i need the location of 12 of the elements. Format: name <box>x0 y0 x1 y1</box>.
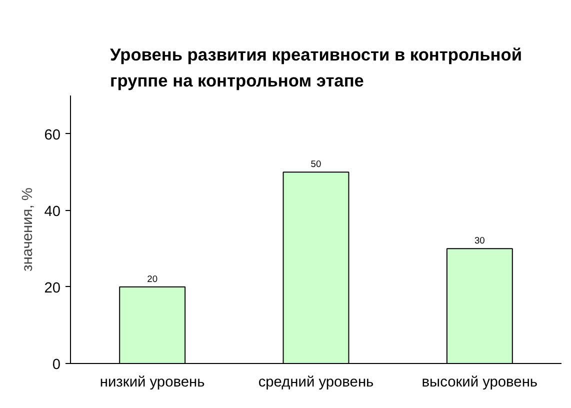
data-label: 20 <box>147 274 158 284</box>
y-tick-label: 60 <box>44 127 61 144</box>
data-label: 50 <box>310 159 322 170</box>
y-tick-label: 20 <box>44 280 61 296</box>
y-tick-label: 0 <box>52 357 61 373</box>
x-tick-label: средний уровень <box>258 374 374 390</box>
chart-title: Уровень развития креативности в контрольной группе на контрольном этапе <box>110 44 522 90</box>
data-label: 30 <box>474 236 485 246</box>
x-tick-label: высокий уровень <box>422 374 538 390</box>
y-tick-label: 40 <box>44 204 61 220</box>
y-axis-title: значения, % <box>20 188 36 272</box>
x-tick-label: низкий уровень <box>100 374 206 390</box>
